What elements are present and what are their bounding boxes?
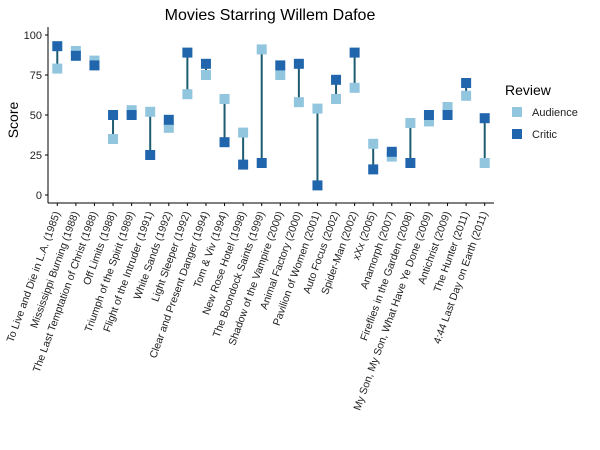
point [442, 102, 453, 112]
point [423, 110, 434, 120]
point [219, 94, 230, 104]
point [126, 110, 137, 120]
point [368, 164, 379, 175]
point [256, 44, 267, 55]
point [349, 82, 360, 93]
point [293, 58, 304, 69]
point [331, 74, 342, 85]
point [70, 50, 81, 61]
y-tick-label: 100 [24, 30, 42, 42]
point [479, 158, 490, 168]
point [182, 47, 193, 58]
point [200, 70, 211, 80]
point [182, 89, 193, 100]
point [163, 122, 174, 133]
point [405, 158, 416, 168]
point [312, 103, 323, 114]
point [479, 113, 490, 124]
chart-title: Movies Starring Willem Dafoe [165, 7, 376, 24]
legend-label: Audience [532, 107, 578, 119]
legend-swatch [512, 129, 522, 139]
legend-title: Review [505, 82, 552, 98]
point [200, 58, 211, 69]
point [145, 106, 156, 117]
point [163, 114, 174, 125]
point [423, 116, 434, 127]
point [52, 41, 63, 52]
point [238, 127, 249, 138]
point [89, 60, 100, 71]
point [386, 146, 397, 157]
point [275, 70, 286, 80]
point [331, 94, 342, 104]
point [145, 150, 156, 160]
point [442, 110, 453, 120]
y-tick-label: 25 [30, 150, 42, 162]
point [293, 97, 304, 108]
point [219, 137, 230, 148]
legend-swatch [512, 107, 522, 117]
point [349, 47, 360, 58]
point [108, 110, 119, 120]
point [368, 138, 379, 149]
point [238, 159, 249, 170]
point [52, 63, 63, 74]
y-axis-label: Score [5, 102, 21, 139]
point [405, 118, 416, 128]
y-tick-label: 50 [30, 110, 42, 122]
point [275, 60, 286, 71]
y-tick-label: 0 [36, 190, 42, 202]
y-tick-label: 75 [30, 70, 42, 82]
point [461, 78, 472, 88]
point [256, 158, 267, 168]
point [312, 180, 323, 191]
point [461, 90, 472, 101]
point [108, 134, 119, 144]
legend-label: Critic [532, 129, 558, 141]
